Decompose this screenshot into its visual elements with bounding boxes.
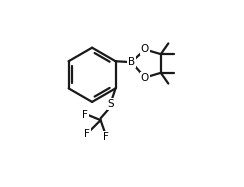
Text: S: S [108,99,114,109]
Text: F: F [84,129,90,139]
Text: F: F [82,110,88,119]
Text: O: O [141,73,149,82]
Text: O: O [141,45,149,54]
Text: B: B [128,57,135,67]
Text: F: F [103,132,109,142]
